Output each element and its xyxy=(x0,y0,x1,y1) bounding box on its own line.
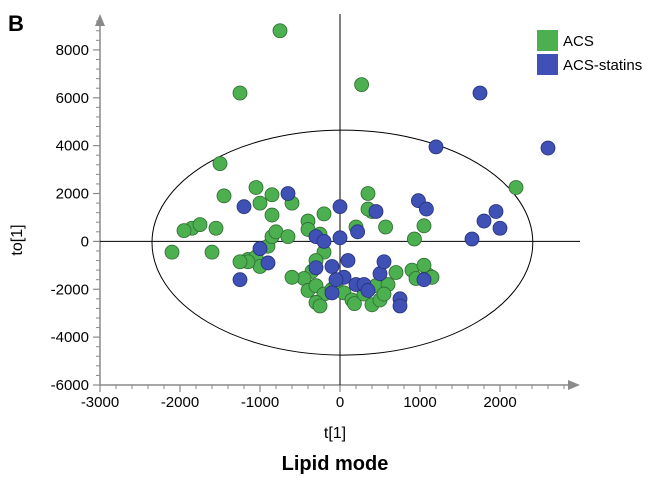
y-tick-label: 4000 xyxy=(56,138,89,155)
point-acs-statins xyxy=(316,233,332,249)
legend-label-acs-statins: ACS-statins xyxy=(563,57,642,74)
y-tick-label: 6000 xyxy=(56,90,89,107)
x-axis-ticks: -3000 -2000 -1000 0 1000 2000 xyxy=(81,385,565,411)
point-acs xyxy=(272,23,288,39)
point-acs xyxy=(248,180,264,195)
point-acs xyxy=(376,286,392,302)
data-points xyxy=(164,23,556,314)
point-acs xyxy=(192,217,208,233)
point-acs xyxy=(354,77,370,93)
point-acs xyxy=(280,229,296,245)
point-acs xyxy=(406,231,422,247)
y-tick-label: 0 xyxy=(81,233,89,250)
point-acs-statins xyxy=(476,213,492,229)
point-acs xyxy=(164,244,180,260)
point-acs xyxy=(212,156,228,171)
panel-label: B xyxy=(8,11,24,36)
point-acs xyxy=(216,188,232,204)
point-acs-statins xyxy=(416,272,432,288)
point-acs xyxy=(416,257,432,273)
legend-label-acs: ACS xyxy=(563,33,594,50)
point-acs-statins xyxy=(328,272,344,288)
point-acs-statins xyxy=(392,298,408,314)
point-acs-statins xyxy=(324,259,340,274)
x-tick-label: -1000 xyxy=(241,394,279,411)
confidence-ellipse-shape xyxy=(151,129,534,356)
y-axis-ticks: -6000 -4000 -2000 0 2000 4000 6000 8000 xyxy=(51,20,100,394)
legend-swatch-acs xyxy=(537,30,558,51)
point-acs xyxy=(360,186,376,201)
point-acs-statins xyxy=(540,140,556,156)
point-acs xyxy=(208,220,224,236)
x-tick-label: 2000 xyxy=(483,394,516,411)
y-tick-label: 2000 xyxy=(56,186,89,203)
point-acs-statins xyxy=(260,255,276,271)
confidence-ellipse xyxy=(151,129,534,356)
point-acs-statins xyxy=(418,201,434,217)
legend-swatch-acs-statins xyxy=(537,54,558,75)
point-acs-statins xyxy=(332,199,348,215)
point-acs xyxy=(252,195,268,211)
point-acs xyxy=(284,269,300,285)
y-tick-label: 8000 xyxy=(56,42,89,59)
point-acs xyxy=(176,223,192,239)
y-axis-title: to[1] xyxy=(9,224,26,255)
point-acs xyxy=(264,187,280,203)
point-acs xyxy=(416,218,432,234)
point-acs xyxy=(312,298,328,314)
point-acs-statins xyxy=(428,139,444,155)
point-acs xyxy=(378,219,394,235)
point-acs-statins xyxy=(360,283,376,298)
point-acs-statins xyxy=(308,260,324,276)
y-tick-label: -2000 xyxy=(51,281,89,298)
point-acs xyxy=(232,254,248,270)
y-axis-arrow xyxy=(95,14,105,26)
point-acs-statins xyxy=(324,285,340,301)
point-acs-statins xyxy=(492,220,508,236)
y-tick-label: -4000 xyxy=(51,329,89,346)
point-acs-statins xyxy=(464,231,480,247)
point-acs-statins xyxy=(350,224,366,240)
x-tick-label: -2000 xyxy=(161,394,199,411)
point-acs xyxy=(388,265,404,280)
point-acs-statins xyxy=(368,204,384,219)
point-acs xyxy=(346,296,362,312)
point-acs xyxy=(204,244,220,260)
x-tick-label: 1000 xyxy=(403,394,436,411)
y-tick-label: -6000 xyxy=(51,377,89,394)
point-acs-statins xyxy=(236,199,252,215)
point-acs xyxy=(316,206,332,222)
point-acs-statins xyxy=(332,230,348,246)
legend: ACS ACS-statins xyxy=(537,30,642,75)
point-acs xyxy=(264,207,280,223)
point-acs-statins xyxy=(472,85,488,101)
x-tick-label: -3000 xyxy=(81,394,119,411)
point-acs xyxy=(232,85,248,101)
point-acs-statins xyxy=(280,186,296,201)
point-acs-statins xyxy=(376,254,392,270)
point-acs-statins xyxy=(340,253,356,268)
point-acs-statins xyxy=(232,272,248,288)
point-acs xyxy=(508,180,524,195)
x-axis-arrow xyxy=(568,380,580,390)
figure-caption: Lipid mode xyxy=(282,453,389,475)
point-acs-statins xyxy=(488,204,504,219)
x-axis-title: t[1] xyxy=(324,425,346,442)
x-tick-label: 0 xyxy=(336,394,344,411)
point-acs-statins xyxy=(252,241,268,256)
